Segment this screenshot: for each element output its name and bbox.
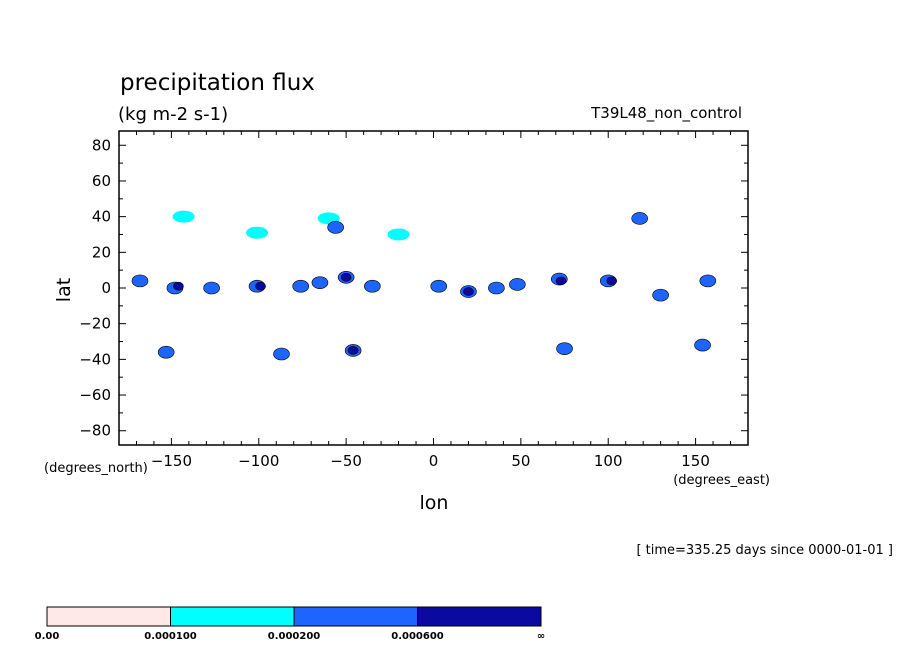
precip-region-19: [631, 212, 648, 225]
precip-region-31: [555, 276, 567, 286]
y-units: (degrees_north): [44, 461, 148, 476]
x-axis: −150 −100 −50 0 50 100 150: [118, 131, 749, 470]
chart-title: precipitation flux: [120, 70, 315, 96]
run-label: T39L48_non_control: [590, 104, 742, 123]
precip-region-25: [556, 342, 573, 355]
legend-swatch-1: [170, 606, 295, 627]
x-tick-label: 100: [594, 452, 623, 470]
precip-region-13: [430, 279, 448, 293]
precip-region-22: [157, 345, 175, 359]
time-note: [ time=335.25 days since 0000-01-01 ]: [636, 543, 893, 558]
precip-region-1: [246, 226, 269, 239]
precip-region-8: [292, 279, 310, 293]
precip-region-12: [364, 279, 381, 293]
x-units: (degrees_east): [673, 473, 770, 488]
y-tick-label: 0: [101, 279, 111, 297]
precip-region-32: [606, 276, 618, 286]
precip-region-20: [652, 288, 669, 302]
precip-region-26: [694, 338, 711, 352]
precip-region-29: [340, 272, 352, 282]
precip-region-6: [203, 281, 220, 295]
y-tick-label: −60: [79, 386, 111, 404]
precip-region-27: [173, 281, 184, 291]
y-tick-label: 80: [92, 136, 111, 154]
y-tick-label: −20: [79, 315, 111, 333]
precip-region-30: [463, 287, 474, 296]
y-tick-label: −80: [79, 422, 111, 440]
legend-swatch-2: [293, 606, 418, 627]
precip-region-15: [488, 281, 505, 295]
x-tick-label: −100: [238, 452, 279, 470]
y-tick-label: 40: [92, 208, 111, 226]
y-axis: 80 60 40 20 0 −20 −40 −60 −80: [79, 136, 748, 440]
precip-region-33: [347, 346, 359, 355]
color-legend: 0.00 0.000100 0.000200 0.000600 ∞: [35, 606, 545, 642]
x-tick-label: 0: [429, 452, 439, 470]
x-tick-label: −50: [330, 452, 362, 470]
x-tick-label: −150: [151, 452, 192, 470]
legend-label-1: 0.000100: [144, 631, 197, 642]
precip-region-23: [273, 347, 290, 361]
precip-region-11: [327, 221, 344, 234]
legend-label-4: ∞: [537, 631, 545, 642]
y-tick-label: 60: [92, 172, 111, 190]
legend-label-0: 0.00: [35, 631, 60, 642]
precip-region-28: [255, 281, 266, 291]
legend-swatch-3: [417, 606, 542, 627]
precip-region-9: [311, 276, 329, 289]
precip-region-4: [131, 274, 149, 288]
x-tick-label: 150: [681, 452, 710, 470]
precip-region-21: [699, 274, 717, 288]
legend-swatch-0: [46, 606, 171, 627]
precip-region-16: [509, 278, 526, 291]
chart-units: (kg m-2 s-1): [118, 104, 228, 125]
plot-area: [131, 210, 717, 361]
legend-label-2: 0.000200: [268, 631, 321, 642]
x-axis-label: lon: [420, 492, 449, 514]
legend-label-3: 0.000600: [391, 631, 444, 642]
y-tick-label: −40: [79, 350, 111, 368]
precip-region-3: [387, 228, 410, 241]
precip-region-0: [172, 210, 195, 223]
y-tick-label: 20: [92, 243, 111, 261]
x-tick-label: 50: [511, 452, 530, 470]
y-axis-label: lat: [53, 278, 75, 302]
